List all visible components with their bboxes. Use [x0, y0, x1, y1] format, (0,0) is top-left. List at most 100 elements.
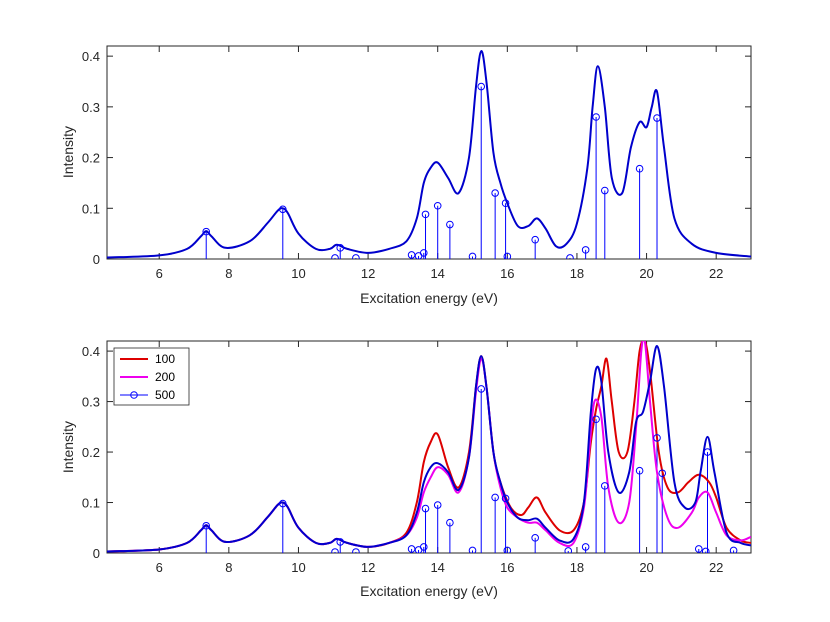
y-tick-label: 0.1 — [82, 496, 100, 511]
top-y-axis-label: Intensity — [60, 126, 76, 178]
stem-marker — [653, 114, 661, 122]
stem-marker — [477, 385, 486, 393]
stem-marker — [503, 546, 512, 553]
stem-marker — [581, 543, 590, 551]
stem-marker — [446, 518, 454, 527]
stem-marker — [331, 548, 339, 553]
x-tick-label: 6 — [156, 266, 163, 281]
stem-markers — [202, 82, 661, 259]
y-tick-label: 0 — [93, 546, 100, 561]
stem-marker — [202, 521, 211, 530]
series-line-spectrum — [107, 50, 751, 259]
x-tick-label: 16 — [500, 266, 514, 281]
top-panel: 6 8 10 12 14 16 18 20 22 0 0.1 0.2 0.3 0.4 Excitatio… — [60, 45, 752, 306]
stem-marker — [600, 186, 609, 195]
stem-marker — [421, 504, 430, 513]
bottom-x-axis-label: Excitation energy (eV) — [360, 583, 498, 599]
x-tick-label: 22 — [709, 266, 723, 281]
stem-marker — [592, 113, 600, 121]
top-x-ticks: 6 8 10 12 14 16 18 20 22 — [156, 46, 723, 281]
stem-marker — [501, 199, 510, 208]
bottom-y-axis-label: Intensity — [60, 421, 76, 473]
stem-marker — [635, 466, 644, 475]
stem-marker — [491, 493, 499, 502]
stem-marker — [468, 252, 477, 259]
stem-marker — [352, 548, 360, 553]
stem-marker — [566, 254, 574, 259]
stem-marker — [531, 534, 539, 542]
legend-label-100: 100 — [155, 352, 175, 366]
stem-marker — [701, 547, 710, 553]
stem-marker — [278, 205, 287, 214]
stem-marker — [419, 249, 428, 257]
x-tick-label: 18 — [570, 560, 584, 575]
bottom-lines — [107, 341, 751, 553]
x-tick-label: 22 — [709, 560, 723, 575]
x-tick-label: 8 — [225, 266, 232, 281]
stem-marker — [278, 499, 287, 508]
y-tick-label: 0.4 — [82, 49, 100, 64]
legend: 100 200 500 — [113, 347, 190, 406]
legend-label-200: 200 — [155, 370, 175, 384]
top-x-axis-label: Excitation energy (eV) — [360, 290, 498, 306]
legend-label-500: 500 — [155, 388, 175, 402]
y-tick-label: 0.2 — [82, 445, 100, 460]
stem-marker — [694, 545, 703, 553]
x-tick-label: 10 — [291, 560, 305, 575]
stem-marker — [446, 220, 454, 229]
stem-marker — [468, 546, 477, 553]
series-line-500 — [107, 344, 751, 553]
stem-marker — [433, 501, 442, 509]
y-tick-label: 0.3 — [82, 395, 100, 410]
stem-marker — [564, 547, 573, 553]
stem-marker — [503, 252, 512, 259]
y-tick-label: 0 — [93, 252, 100, 267]
y-tick-label: 0.4 — [82, 344, 100, 359]
stem-marker — [703, 448, 712, 456]
stem-marker — [729, 546, 738, 553]
stem-markers — [202, 385, 738, 553]
y-tick-label: 0.3 — [82, 100, 100, 115]
stem-marker — [658, 469, 667, 478]
stem-marker — [331, 254, 339, 259]
y-tick-label: 0.2 — [82, 151, 100, 166]
stem-marker — [635, 164, 644, 173]
stem-marker — [531, 235, 539, 244]
stem-marker — [336, 538, 345, 546]
stem-marker — [653, 434, 661, 442]
stem-marker — [202, 227, 211, 236]
top-stems — [205, 86, 658, 259]
stem-marker — [501, 494, 510, 503]
y-tick-label: 0.1 — [82, 201, 100, 216]
stem-marker — [581, 246, 590, 254]
stem-marker — [491, 189, 499, 197]
x-tick-label: 20 — [639, 560, 653, 575]
bottom-x-ticks: 6 8 10 12 14 16 18 20 22 — [156, 341, 723, 575]
stem-marker — [336, 244, 345, 252]
stem-marker — [352, 254, 360, 259]
stem-marker — [421, 210, 430, 219]
stem-marker — [477, 82, 486, 91]
x-tick-label: 12 — [361, 266, 375, 281]
x-tick-label: 14 — [430, 266, 444, 281]
stem-marker — [419, 543, 428, 551]
stem-marker — [592, 415, 600, 424]
top-plot-box — [106, 45, 752, 260]
legend-marker-500 — [130, 391, 138, 399]
stem-marker — [407, 251, 416, 259]
x-tick-label: 16 — [500, 560, 514, 575]
stem-marker — [433, 201, 442, 210]
bottom-y-ticks: 0 0.1 0.2 0.3 0.4 — [82, 344, 751, 561]
x-tick-label: 8 — [225, 560, 232, 575]
bottom-panel: 6 8 10 12 14 16 18 20 22 0 0.1 0.2 0.3 0.4 Excitatio… — [60, 340, 752, 599]
top-y-ticks: 0 0.1 0.2 0.3 0.4 — [82, 49, 751, 267]
x-tick-label: 18 — [570, 266, 584, 281]
x-tick-label: 12 — [361, 560, 375, 575]
x-tick-label: 10 — [291, 266, 305, 281]
x-tick-label: 20 — [639, 266, 653, 281]
top-lines — [107, 50, 751, 259]
stem-marker — [600, 482, 609, 490]
x-tick-label: 6 — [156, 560, 163, 575]
bottom-stems — [205, 388, 735, 553]
